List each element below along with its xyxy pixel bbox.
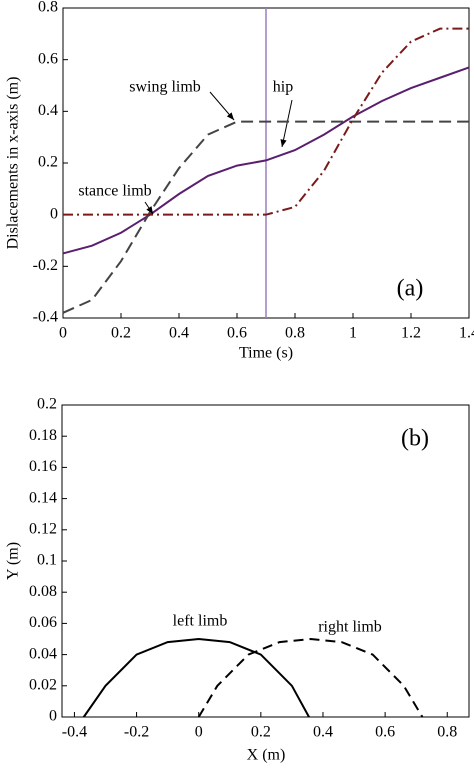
x-tick-label: -0.4 xyxy=(62,724,87,741)
x-tick-label: 0 xyxy=(59,325,67,342)
plot-frame xyxy=(61,404,470,718)
series-label: right limb xyxy=(318,619,382,636)
series-label: stance limb xyxy=(78,183,151,200)
panel-label: (b) xyxy=(401,426,429,452)
x-tick-label: 0.4 xyxy=(169,325,189,342)
data-line xyxy=(63,27,469,216)
arrow-head xyxy=(280,139,287,147)
x-tick-label: 1.2 xyxy=(401,325,421,342)
y-tick-label: 0 xyxy=(50,205,58,222)
arrow-head xyxy=(146,206,153,214)
y-tick-label: 0.16 xyxy=(29,458,57,475)
y-tick-label: 0.1 xyxy=(37,552,57,569)
y-tick-label: -0.2 xyxy=(33,257,58,274)
arrow-head xyxy=(226,112,234,120)
x-tick-label: 0.8 xyxy=(437,724,457,741)
y-tick-label: -0.4 xyxy=(33,309,58,326)
label-arrow xyxy=(281,99,293,148)
x-axis-label: Time (s) xyxy=(239,345,293,362)
y-tick-label: 0.06 xyxy=(29,614,57,631)
y-tick-label: 0.4 xyxy=(38,102,58,119)
x-tick-label: 0.6 xyxy=(227,325,247,342)
y-tick-label: 0.02 xyxy=(29,676,57,693)
series-label: left limb xyxy=(173,613,228,630)
y-tick-label: 0.04 xyxy=(29,645,57,662)
panel-label: (a) xyxy=(397,276,424,302)
x-tick-label: 0.4 xyxy=(313,724,333,741)
x-tick-label: 1 xyxy=(349,325,357,342)
y-tick-label: 0.2 xyxy=(37,396,57,413)
y-tick-label: 0.18 xyxy=(29,427,57,444)
y-axis-label: Dislacements in x-axis (m) xyxy=(5,77,22,250)
y-tick-label: 0.8 xyxy=(38,0,58,16)
x-tick-label: 0.2 xyxy=(111,325,131,342)
x-tick-label: 0 xyxy=(195,724,203,741)
y-tick-label: 0.14 xyxy=(29,489,57,506)
data-line xyxy=(197,637,424,718)
x-tick-label: -0.2 xyxy=(124,724,149,741)
data-line xyxy=(82,637,310,718)
series-label: swing limb xyxy=(129,79,201,96)
x-tick-label: 0.6 xyxy=(375,724,395,741)
y-axis-label: Y (m) xyxy=(5,542,22,580)
x-tick-label: 0.8 xyxy=(285,325,305,342)
y-tick-label: 0.12 xyxy=(29,520,57,537)
data-line xyxy=(62,66,470,255)
data-line xyxy=(62,120,469,314)
y-tick-label: 0.6 xyxy=(38,50,58,67)
y-tick-label: 0.2 xyxy=(38,154,58,171)
x-tick-label: 0.2 xyxy=(251,724,271,741)
y-tick-label: 0 xyxy=(49,708,57,725)
x-axis-label: X (m) xyxy=(247,747,286,764)
x-tick-label: 1.4 xyxy=(459,325,474,342)
series-label: hip xyxy=(273,79,293,96)
y-tick-label: 0.08 xyxy=(29,583,57,600)
